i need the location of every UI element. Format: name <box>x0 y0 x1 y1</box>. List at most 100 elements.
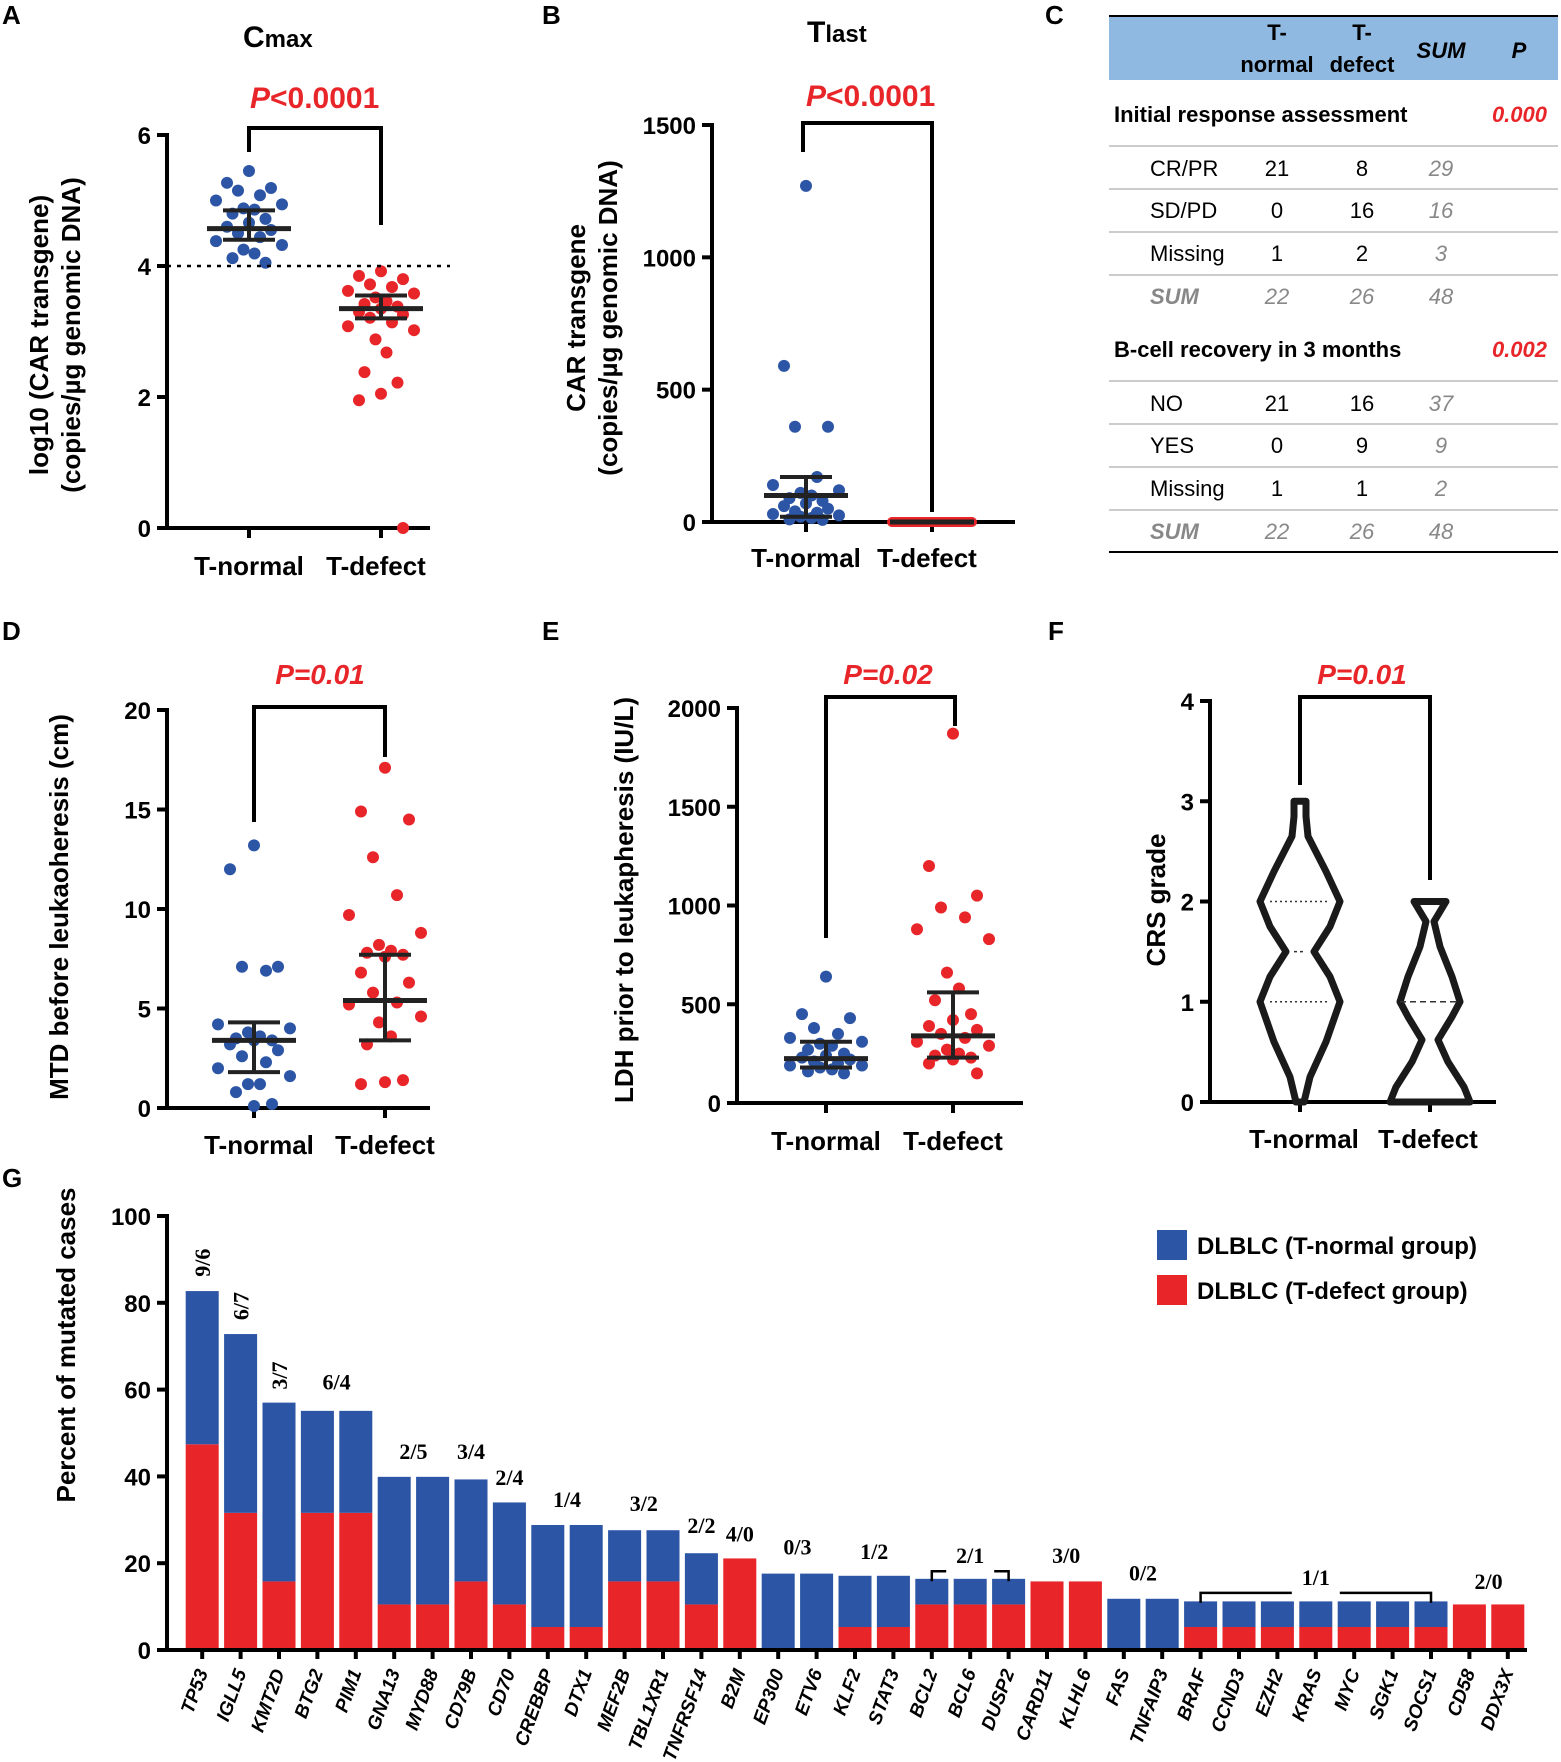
bar-tdefect <box>1030 1581 1064 1650</box>
bar-tdefect <box>262 1581 296 1650</box>
row-tdefect: 1 <box>1356 476 1368 501</box>
panel-a-ylabel-line2: (copies/µg genomic DNA) <box>56 177 86 492</box>
data-point <box>965 1008 977 1021</box>
panel-b-label: B <box>542 0 561 30</box>
gene-label: EZH2 <box>1252 1666 1288 1719</box>
panel-b-ylabel-line2: (copies/µg genomic DNA) <box>593 160 623 475</box>
panel-g: G Percent of mutated cases DLBLC (T-norm… <box>2 1163 1477 1503</box>
bar-tnormal <box>339 1410 373 1513</box>
panel-b-axes <box>710 123 1015 524</box>
data-point <box>911 923 923 936</box>
panel-f-pvalue: P=0.01 <box>1317 659 1407 690</box>
y-tick-label: 4 <box>1181 689 1195 716</box>
data-point <box>364 278 376 291</box>
row-label: Missing <box>1150 241 1225 266</box>
data-point <box>260 1056 272 1069</box>
violin-tdefect <box>1386 898 1474 1106</box>
y-tick-label: 5 <box>138 997 151 1024</box>
bar-tnormal <box>377 1476 411 1605</box>
gene-label: PIM1 <box>332 1667 367 1716</box>
panel-f-xlabel-tdefect: T-defect <box>1378 1124 1478 1154</box>
gene-label: SGK1 <box>1366 1667 1403 1723</box>
data-point <box>210 235 222 248</box>
data-point <box>375 265 387 278</box>
row-tdefect: 26 <box>1349 284 1375 309</box>
gene-label: IGLL5 <box>213 1666 251 1724</box>
legend-swatch-blue <box>1157 1230 1187 1260</box>
fraction-annotation: 0/3 <box>783 1535 811 1560</box>
bar-tdefect <box>300 1512 334 1650</box>
data-point <box>230 1086 242 1099</box>
panel-f-ylabel: CRS grade <box>1141 834 1171 967</box>
data-point <box>242 1078 254 1091</box>
data-point <box>355 966 367 979</box>
y-tick-label: 15 <box>124 798 151 825</box>
data-point <box>415 926 427 939</box>
annotation-bracket <box>930 1569 1010 1582</box>
data-point <box>343 908 355 921</box>
bar-tdefect <box>992 1604 1026 1650</box>
y-tick-label: 0 <box>708 1091 721 1118</box>
data-point <box>355 1078 367 1091</box>
gene-label: MYD88 <box>402 1666 444 1733</box>
bar-tnormal <box>224 1334 258 1513</box>
table-row: CR/PR 21 8 29 <box>1150 156 1453 181</box>
data-point <box>833 509 845 522</box>
gene-label: BCL2 <box>906 1666 943 1720</box>
annotation-bracket <box>1199 1591 1433 1603</box>
data-point <box>397 1074 409 1087</box>
row-sum: 2 <box>1434 476 1447 501</box>
data-point <box>935 901 947 914</box>
fraction-annotation: 9/6 <box>190 1249 215 1277</box>
data-point <box>856 1059 868 1072</box>
data-point <box>248 247 261 260</box>
y-tick-label: 40 <box>124 1464 151 1491</box>
panel-e-ylabel: LDH prior to leukapheresis (IU/L) <box>609 697 639 1103</box>
data-point <box>237 243 250 256</box>
bar-tnormal <box>531 1525 565 1627</box>
panel-e-xlabel-tnormal: T-normal <box>771 1126 881 1156</box>
gene-label: TP53 <box>178 1666 213 1716</box>
data-point <box>408 287 420 300</box>
row-label: Missing <box>1150 476 1225 501</box>
data-point <box>236 960 248 973</box>
data-point <box>266 1098 278 1111</box>
bar-tnormal <box>262 1402 296 1582</box>
y-tick-label: 20 <box>124 1551 151 1578</box>
y-tick-label: 100 <box>111 1204 151 1231</box>
data-point <box>342 320 354 333</box>
row-tdefect: 16 <box>1350 198 1374 223</box>
gene-label: KLHL6 <box>1055 1666 1096 1731</box>
y-tick-label: 80 <box>124 1291 151 1318</box>
table-section2-title: B-cell recovery in 3 months <box>1114 337 1401 362</box>
y-tick-label: 500 <box>656 378 696 405</box>
gene-label: EP300 <box>750 1666 789 1727</box>
fraction-annotation: 3/7 <box>267 1361 292 1389</box>
data-point <box>391 889 403 902</box>
panel-b-ylabel-line1: CAR transgene <box>561 224 591 412</box>
fraction-annotation: 2/0 <box>1475 1569 1503 1594</box>
data-point <box>367 986 379 999</box>
gene-label: GNA13 <box>363 1666 405 1733</box>
panel-f-label: F <box>1048 616 1064 646</box>
data-point <box>767 478 779 491</box>
panel-e-significance-bracket <box>824 695 957 938</box>
data-point <box>971 1067 983 1080</box>
violin-tnormal <box>1256 797 1344 1106</box>
panel-a-title-sub: max <box>265 26 314 53</box>
data-point <box>367 851 379 864</box>
bar-tdefect <box>684 1604 718 1650</box>
data-point <box>276 239 288 252</box>
data-point <box>844 1012 856 1025</box>
data-point <box>254 189 266 202</box>
data-point <box>923 1057 935 1070</box>
y-tick-label: 2 <box>138 385 151 412</box>
data-point <box>248 1100 260 1113</box>
y-tick-label: 1 <box>1181 990 1194 1017</box>
row-label: SD/PD <box>1150 198 1217 223</box>
bar-tnormal <box>1107 1598 1141 1650</box>
data-point <box>403 813 415 826</box>
table-header-sum: SUM <box>1417 38 1467 63</box>
data-point <box>911 1035 923 1048</box>
